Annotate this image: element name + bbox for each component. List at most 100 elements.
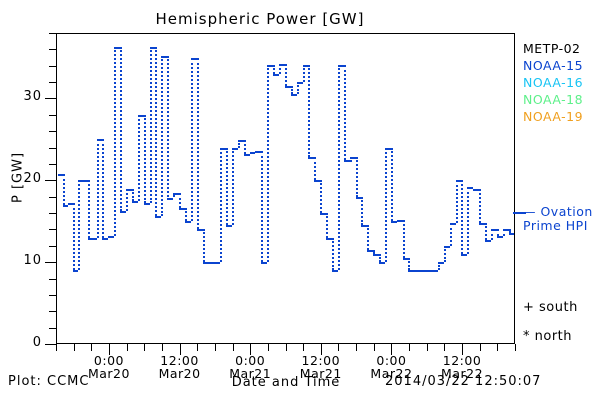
y-axis-major-tick xyxy=(45,98,56,100)
data-step-segment xyxy=(326,237,332,240)
x-axis-minor-tick xyxy=(444,344,446,351)
data-step-riser xyxy=(373,249,376,254)
data-step-segment xyxy=(461,253,468,256)
data-step-riser xyxy=(496,229,499,236)
y-axis-minor-tick xyxy=(49,311,56,313)
data-step-riser xyxy=(326,213,329,238)
y-axis-minor-tick xyxy=(49,114,56,116)
ovation-dash-icon xyxy=(513,212,526,214)
y-axis-minor-tick xyxy=(49,33,56,34)
legend-entry-metp-02[interactable]: METP-02 xyxy=(523,41,581,56)
data-step-segment xyxy=(126,188,132,191)
data-step-segment xyxy=(77,180,84,183)
data-step-segment xyxy=(73,270,78,273)
data-step-riser xyxy=(343,64,346,160)
data-step-segment xyxy=(337,64,344,67)
x-axis-major-tick xyxy=(250,344,252,355)
x-axis-minor-tick xyxy=(497,344,499,351)
x-axis-major-tick xyxy=(108,344,110,355)
legend-entry-noaa-16[interactable]: NOAA-16 xyxy=(523,75,584,90)
y-axis-tick-label: 30 xyxy=(23,89,42,105)
x-axis-minor-tick xyxy=(285,344,287,351)
data-step-segment xyxy=(249,151,256,154)
x-axis-minor-tick xyxy=(197,344,199,351)
data-step-segment xyxy=(178,208,185,211)
data-step-riser xyxy=(502,229,505,236)
data-step-riser xyxy=(390,147,393,222)
data-step-riser xyxy=(63,173,66,205)
data-step-segment xyxy=(190,57,197,60)
data-step-riser xyxy=(102,139,105,238)
data-step-segment xyxy=(96,139,103,142)
data-step-riser xyxy=(202,229,205,263)
data-step-riser xyxy=(408,258,411,271)
data-step-segment xyxy=(496,235,503,238)
data-step-riser xyxy=(284,64,287,87)
data-step-riser xyxy=(384,147,387,263)
data-step-segment xyxy=(202,262,209,265)
x-axis-minor-tick xyxy=(126,344,128,351)
data-step-riser xyxy=(220,147,223,263)
x-axis-minor-tick xyxy=(214,344,216,351)
y-axis-tick-label: 10 xyxy=(23,253,42,269)
plot-area xyxy=(56,33,515,344)
data-step-riser xyxy=(273,64,276,74)
x-axis-minor-tick xyxy=(144,344,146,351)
north-marker-label: * north xyxy=(523,329,573,344)
legend-entry-noaa-19[interactable]: NOAA-19 xyxy=(523,109,584,124)
data-step-segment xyxy=(237,140,244,143)
data-step-segment xyxy=(120,210,127,213)
data-step-segment xyxy=(479,222,485,225)
y-axis-tick-label: 20 xyxy=(23,171,42,187)
data-step-segment xyxy=(384,147,391,150)
data-step-segment xyxy=(108,235,115,238)
data-step-riser xyxy=(314,157,317,181)
y-axis-tick-label: 0 xyxy=(32,335,42,350)
legend-entry-noaa-18[interactable]: NOAA-18 xyxy=(523,92,584,107)
y-axis-minor-tick xyxy=(49,245,56,247)
data-step-segment xyxy=(149,46,156,49)
data-step-riser xyxy=(355,156,358,197)
data-step-riser xyxy=(490,229,493,241)
data-step-riser xyxy=(126,188,129,211)
x-axis-minor-tick xyxy=(161,344,163,351)
legend-entry-noaa-15[interactable]: NOAA-15 xyxy=(523,58,584,73)
data-step-riser xyxy=(379,253,382,263)
x-axis-minor-tick xyxy=(426,344,428,351)
data-step-segment xyxy=(267,64,274,67)
data-step-riser xyxy=(143,114,146,204)
data-step-segment xyxy=(379,262,385,265)
data-step-riser xyxy=(73,203,76,271)
data-step-riser xyxy=(437,262,440,271)
data-step-riser xyxy=(243,140,246,155)
data-step-segment xyxy=(137,114,144,117)
x-axis-minor-tick xyxy=(91,344,93,351)
x-axis-minor-tick xyxy=(409,344,411,351)
y-axis-minor-tick xyxy=(49,82,56,84)
data-step-segment xyxy=(161,55,168,58)
data-step-segment xyxy=(414,270,421,273)
data-step-segment xyxy=(243,154,250,157)
data-step-segment xyxy=(320,213,327,216)
data-step-segment xyxy=(390,221,397,224)
ovation-legend-line: Prime HPI xyxy=(523,218,588,233)
data-step-riser xyxy=(449,222,452,246)
data-step-riser xyxy=(331,237,334,271)
x-axis-tick-label: 12:00 Mar22 xyxy=(441,353,484,382)
data-step-segment xyxy=(437,262,444,265)
data-step-segment xyxy=(155,216,162,219)
timestamp: 2014/03/22 12:50:07 xyxy=(385,374,542,389)
data-step-riser xyxy=(161,55,164,217)
data-step-riser xyxy=(77,180,80,271)
x-axis-major-tick xyxy=(320,344,322,355)
data-step-segment xyxy=(114,46,121,49)
y-axis-major-tick xyxy=(45,180,56,182)
data-step-riser xyxy=(302,64,305,83)
data-step-segment xyxy=(226,224,232,227)
plot-credit: Plot: CCMC xyxy=(8,374,90,389)
y-axis-major-tick xyxy=(45,344,56,345)
y-axis-minor-tick xyxy=(49,163,56,165)
data-step-segment xyxy=(432,270,438,273)
x-axis-minor-tick xyxy=(338,344,340,351)
data-step-segment xyxy=(231,148,238,151)
